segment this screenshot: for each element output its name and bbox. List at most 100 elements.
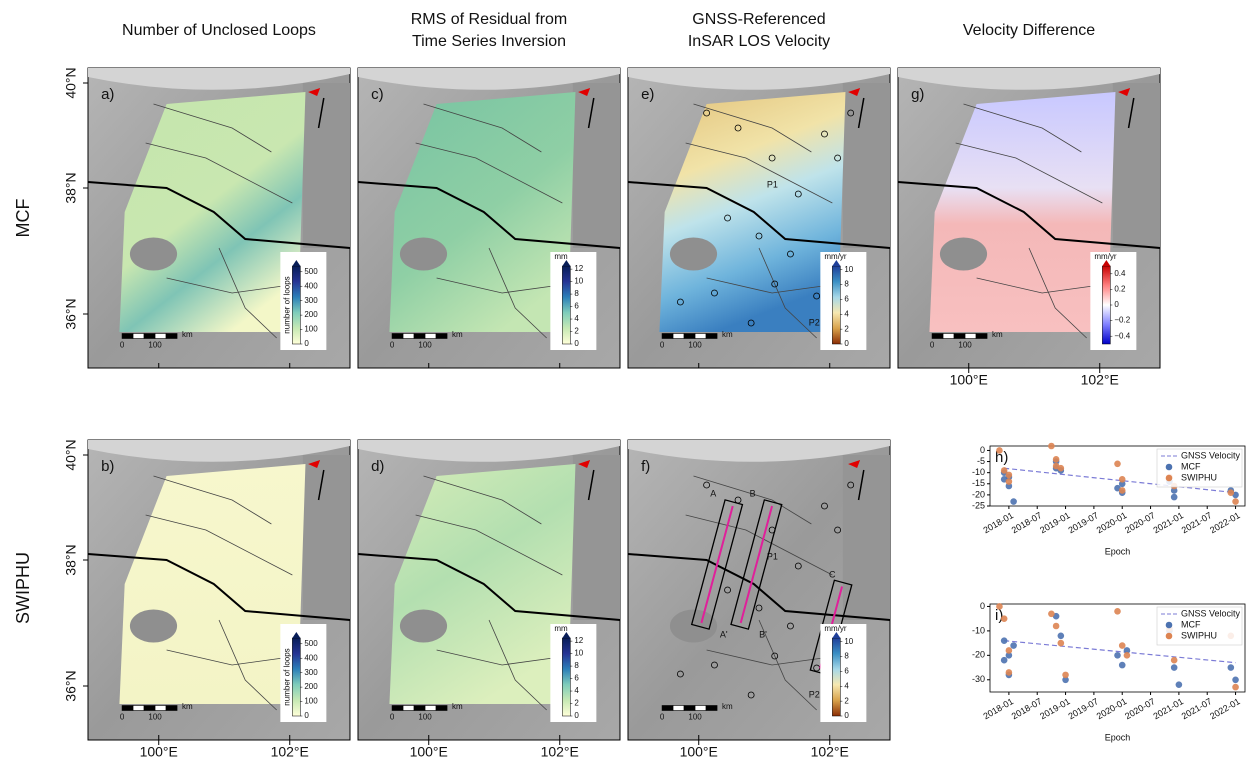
colorbar-tick-label: 6 <box>574 674 579 683</box>
colorbar-tick-label: 0 <box>304 711 309 720</box>
scatter-point <box>1053 463 1060 470</box>
lat-label: 40°N <box>63 67 79 98</box>
legend-label: GNSS Velocity <box>1181 608 1241 618</box>
profile-label: B <box>750 488 756 498</box>
lake <box>400 610 447 643</box>
scale-label: km <box>452 702 463 711</box>
lake <box>130 610 177 643</box>
legend-label: MCF <box>1181 461 1201 471</box>
colorbar-tick-label: 100 <box>304 697 318 706</box>
scatter-point <box>1119 476 1126 483</box>
colorbar-tick-label: 12 <box>574 636 583 645</box>
legend-label: GNSS Velocity <box>1181 450 1241 460</box>
scale-segment <box>144 334 155 339</box>
scale-label: 0 <box>660 713 665 722</box>
colorbar-tick-label: 500 <box>304 267 318 276</box>
x-tick-label: 2020-01 <box>1095 696 1129 721</box>
panel-letter: e) <box>641 86 654 103</box>
station-label: P2 <box>809 317 820 327</box>
scatter-point <box>1124 652 1131 659</box>
colorbar-tick-label: 0 <box>574 339 579 348</box>
colorbar-tick-label: 4 <box>844 681 849 690</box>
scatter-point <box>1171 664 1178 671</box>
colorbar-tick-label: 500 <box>304 639 318 648</box>
x-tick-label: 2020-01 <box>1095 510 1129 535</box>
colorbar-tick-label: 0 <box>1114 300 1119 309</box>
colorbar <box>832 266 840 344</box>
y-tick-label: 0 <box>980 445 985 455</box>
scale-segment <box>684 334 695 339</box>
y-tick-label: -20 <box>972 650 985 660</box>
scatter-point <box>1119 487 1126 494</box>
column-title: Velocity Difference <box>963 22 1095 39</box>
colorbar-frame <box>820 252 866 350</box>
colorbar-tick-label: 0 <box>304 339 309 348</box>
scatter-point <box>1114 608 1121 615</box>
scale-label: 0 <box>390 341 395 350</box>
scatter-point <box>996 447 1003 454</box>
plain <box>303 455 350 620</box>
scatter-point <box>1010 642 1017 649</box>
panel-letter: f) <box>641 458 650 475</box>
y-tick-label: -5 <box>977 456 985 466</box>
map-panel: f)0100kmP1P2AA'BB'CC'0246810mm/yr100°E10… <box>628 440 890 760</box>
x-tick-label: 2019-07 <box>1066 510 1100 535</box>
lake <box>130 238 177 271</box>
scatter-point <box>996 603 1003 610</box>
x-tick-label: 2021-01 <box>1151 696 1185 721</box>
colorbar-tick-label: 400 <box>304 281 318 290</box>
scale-label: km <box>452 330 463 339</box>
scale-segment <box>965 334 976 339</box>
colorbar-label: mm/yr <box>1094 252 1117 261</box>
scatter-point <box>1228 489 1235 496</box>
legend-swatch <box>1166 475 1173 482</box>
map-panel: g)0100km−0.4−0.200.20.4mm/yr100°E102°E <box>898 68 1160 388</box>
scale-segment <box>155 334 166 339</box>
legend-swatch <box>1166 464 1173 471</box>
colorbar-label: number of loops <box>282 648 291 705</box>
scale-segment <box>954 334 965 339</box>
scale-segment <box>695 334 706 339</box>
scatter-point <box>1228 664 1235 671</box>
colorbar-tick-label: 10 <box>844 637 853 646</box>
legend-swatch <box>1166 633 1173 640</box>
lon-label: 102°E <box>811 744 849 760</box>
colorbar-tick-label: 4 <box>574 314 579 323</box>
x-axis-label: Epoch <box>1105 546 1131 556</box>
colorbar-tick-label: 4 <box>844 309 849 318</box>
figure: Number of Unclosed LoopsRMS of Residual … <box>0 0 1260 762</box>
scatter-point <box>1053 456 1060 463</box>
scale-segment <box>414 334 425 339</box>
colorbar <box>1102 266 1110 344</box>
column-title: InSAR LOS Velocity <box>688 33 830 50</box>
y-tick-label: -10 <box>972 467 985 477</box>
scatter-point <box>1058 632 1065 639</box>
colorbar-frame <box>550 252 596 350</box>
plain <box>303 83 350 248</box>
lake <box>940 238 987 271</box>
colorbar-tick-label: 2 <box>574 327 579 336</box>
profile-label: A' <box>720 629 728 639</box>
scale-segment <box>166 334 177 339</box>
scale-label: km <box>722 330 733 339</box>
lat-label: 40°N <box>63 439 79 470</box>
scale-label: 100 <box>688 341 702 350</box>
scale-segment <box>392 334 403 339</box>
x-tick-label: 2018-01 <box>981 510 1015 535</box>
scale-label: 100 <box>148 341 162 350</box>
scatter-point <box>1119 642 1126 649</box>
colorbar-tick-label: 10 <box>574 277 583 286</box>
lon-label: 100°E <box>950 372 988 388</box>
scatter-point <box>1048 610 1055 617</box>
scale-label: 0 <box>660 341 665 350</box>
legend-swatch <box>1166 622 1173 629</box>
colorbar-tick-label: 0.4 <box>1114 269 1126 278</box>
colorbar-tick-label: 8 <box>574 661 579 670</box>
scale-segment <box>122 334 133 339</box>
colorbar-frame <box>820 624 866 722</box>
y-tick-label: -10 <box>972 625 985 635</box>
scale-segment <box>425 334 436 339</box>
scale-label: 100 <box>418 341 432 350</box>
colorbar-tick-label: −0.4 <box>1114 331 1130 340</box>
lon-label: 102°E <box>1081 372 1119 388</box>
